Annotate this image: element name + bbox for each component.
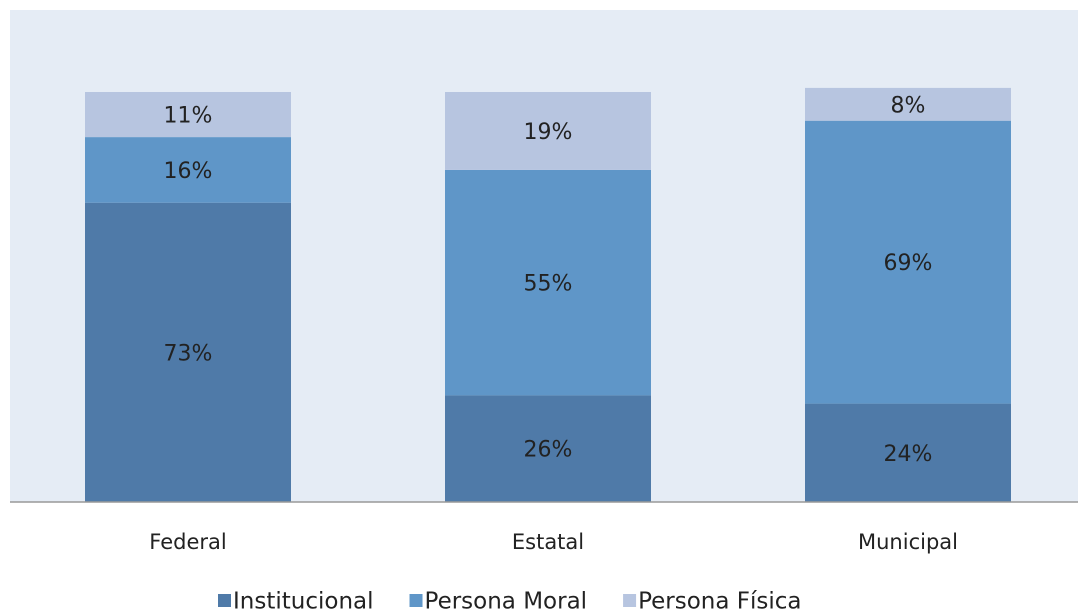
data-label: 55%: [524, 272, 573, 297]
bar-segment: [445, 169, 651, 396]
legend-swatch: [409, 594, 423, 607]
data-label: 16%: [164, 159, 213, 184]
x-tick-label: Estatal: [512, 530, 584, 554]
bar-segment: [445, 92, 651, 170]
data-label: 24%: [884, 442, 933, 467]
data-label: 11%: [164, 104, 213, 129]
data-label: 73%: [164, 341, 213, 366]
legend-swatch: [623, 594, 637, 607]
legend-label: Persona Física: [638, 589, 801, 614]
x-tick-label: Federal: [149, 530, 226, 554]
bar-segment: [805, 120, 1011, 404]
data-label: 19%: [524, 120, 573, 145]
bar-segment: [805, 87, 1011, 121]
bar-segment: [805, 403, 1011, 502]
legend-swatch: [218, 594, 231, 607]
bar-segment: [85, 92, 291, 138]
legend-label: Institucional: [233, 589, 374, 614]
data-label: 69%: [884, 251, 933, 276]
data-label: 8%: [891, 93, 926, 118]
data-label: 26%: [524, 438, 573, 463]
legend-label: Persona Moral: [425, 589, 588, 614]
bar-segment: [445, 395, 651, 502]
x-tick-label: Municipal: [858, 530, 958, 554]
bar-segment: [85, 202, 291, 502]
bar-segment: [85, 137, 291, 203]
